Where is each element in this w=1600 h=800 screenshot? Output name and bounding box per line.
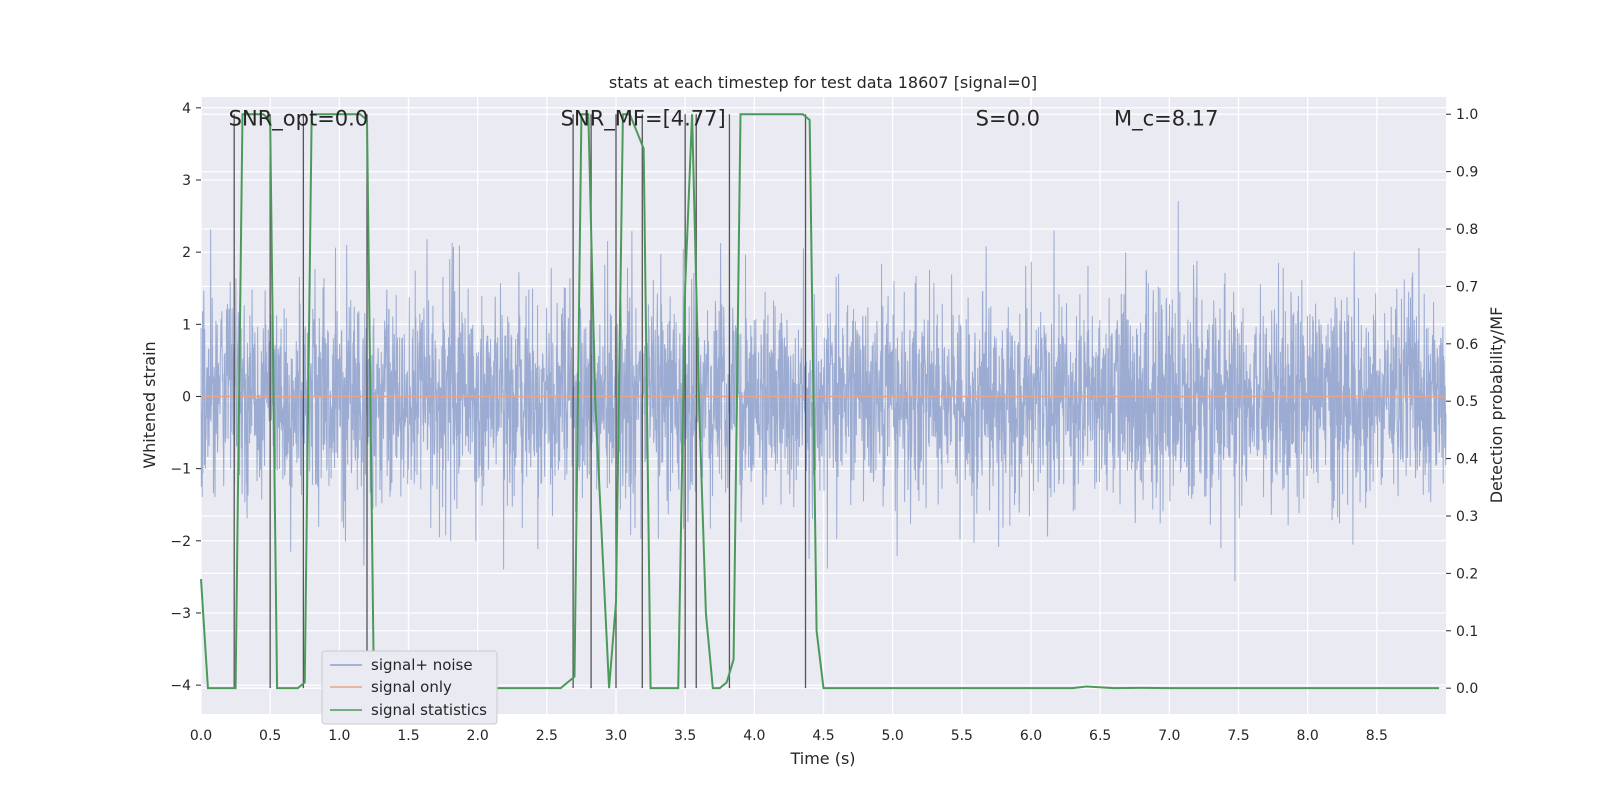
y2-tick-label: 0.6 (1456, 337, 1478, 353)
peak-lines (233, 114, 807, 689)
legend-label-2: signal statistics (371, 701, 487, 719)
signal-statistics-line (200, 113, 1440, 690)
y2-axis-label: Detection probability/MF (1487, 307, 1506, 504)
x-tick-label: 3.0 (605, 728, 627, 744)
signal-statistics-series (200, 113, 1440, 690)
legend: signal+ noise signal only signal statist… (321, 650, 498, 725)
x-tick-label: 2.0 (467, 728, 489, 744)
y2-tick-label: 0.2 (1456, 566, 1478, 582)
chart-title: stats at each timestep for test data 186… (609, 73, 1037, 92)
y-tick-label: 2 (182, 245, 191, 261)
annotation-0: SNR_opt=0.0 (229, 107, 369, 132)
x-tick-label: 5.5 (951, 728, 973, 744)
y-tick-label: 3 (182, 173, 191, 189)
y2-axis-ticks: 0.0 0.1 0.2 0.3 0.4 0.5 0.6 0.7 0.8 0.9 1.0 (1446, 107, 1478, 697)
noise-series (200, 201, 1447, 582)
y2-tick-label: 0.9 (1456, 165, 1478, 181)
y2-tick-label: 0.0 (1456, 681, 1478, 697)
y-tick-label: −4 (170, 678, 191, 694)
x-axis-ticks: 0.0 0.5 1.0 1.5 2.0 2.5 3.0 3.5 4.0 4.5 5.0 5.5 6.0 6… (190, 728, 1388, 744)
x-tick-label: 0.0 (190, 728, 212, 744)
x-tick-label: 6.5 (1089, 728, 1111, 744)
annotations: SNR_opt=0.0 SNR_MF=[4.77] S=0.0 M_c=8.17 (229, 107, 1219, 132)
y-tick-label: −1 (170, 462, 191, 478)
signal-plus-noise-line (200, 201, 1447, 582)
x-tick-label: 5.0 (882, 728, 904, 744)
x-tick-label: 1.0 (328, 728, 350, 744)
x-tick-label: 8.5 (1366, 728, 1388, 744)
x-tick-label: 3.5 (674, 728, 696, 744)
y-axis-label: Whitened strain (140, 341, 159, 468)
x-tick-label: 7.0 (1158, 728, 1180, 744)
annotation-2: S=0.0 (976, 107, 1040, 131)
y2-tick-label: 0.7 (1456, 279, 1478, 295)
x-tick-label: 0.5 (259, 728, 281, 744)
x-tick-label: 6.0 (1020, 728, 1042, 744)
y-tick-label: −3 (170, 606, 191, 622)
y-tick-label: 0 (182, 389, 191, 405)
y-tick-label: −2 (170, 534, 191, 550)
y-tick-label: 4 (182, 101, 191, 117)
x-axis-label: Time (s) (789, 749, 855, 768)
y2-tick-label: 1.0 (1456, 107, 1478, 123)
x-tick-label: 2.5 (536, 728, 558, 744)
x-tick-label: 4.0 (743, 728, 765, 744)
x-tick-label: 7.5 (1227, 728, 1249, 744)
y-axis-ticks: −4 −3 −2 −1 0 1 2 3 4 (170, 101, 201, 694)
legend-box (321, 650, 498, 725)
x-tick-label: 4.5 (812, 728, 834, 744)
x-tick-label: 8.0 (1297, 728, 1319, 744)
y2-tick-label: 0.1 (1456, 624, 1478, 640)
legend-label-0: signal+ noise (371, 656, 473, 674)
legend-label-1: signal only (371, 678, 452, 696)
x-tick-label: 1.5 (397, 728, 419, 744)
y2-tick-label: 0.8 (1456, 222, 1478, 238)
y2-tick-label: 0.5 (1456, 394, 1478, 410)
y-tick-label: 1 (182, 317, 191, 333)
y2-tick-label: 0.4 (1456, 452, 1478, 468)
y2-tick-label: 0.3 (1456, 509, 1478, 525)
annotation-3: M_c=8.17 (1114, 107, 1219, 132)
annotation-1: SNR_MF=[4.77] (561, 107, 726, 132)
